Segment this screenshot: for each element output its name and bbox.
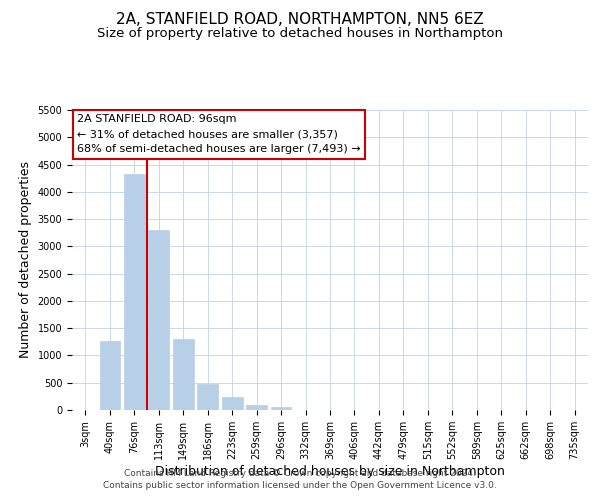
Bar (148, 230, 169, 410)
Text: Contains HM Land Registry data © Crown copyright and database right 2024.
Contai: Contains HM Land Registry data © Crown c… (103, 468, 497, 490)
X-axis label: Distribution of detached houses by size in Northampton: Distribution of detached houses by size … (155, 465, 505, 478)
Y-axis label: Number of detached properties: Number of detached properties (19, 162, 32, 358)
Bar (197, 384, 218, 410)
Text: Size of property relative to detached houses in Northampton: Size of property relative to detached ho… (97, 28, 503, 40)
Text: 2A, STANFIELD ROAD, NORTHAMPTON, NN5 6EZ: 2A, STANFIELD ROAD, NORTHAMPTON, NN5 6EZ (116, 12, 484, 28)
Bar (124, 174, 145, 410)
Text: 2A STANFIELD ROAD: 96sqm
← 31% of detached houses are smaller (3,357)
68% of sem: 2A STANFIELD ROAD: 96sqm ← 31% of detach… (77, 114, 361, 154)
Bar (271, 408, 292, 410)
Bar (173, 339, 194, 410)
Bar (246, 405, 267, 410)
Bar (100, 340, 120, 410)
Bar (222, 397, 242, 410)
